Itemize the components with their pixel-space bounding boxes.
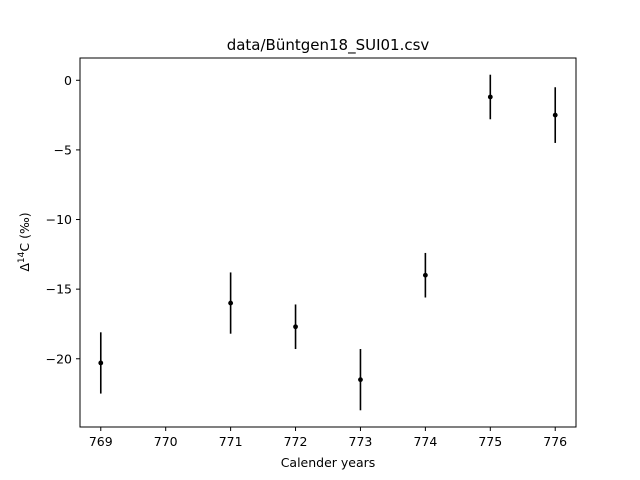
data-point <box>293 324 298 330</box>
y-tick-label: 0 <box>64 73 72 88</box>
x-tick-label: 776 <box>543 434 567 449</box>
chart-title: data/Büntgen18_SUI01.csv <box>227 36 430 55</box>
data-point <box>98 360 104 366</box>
y-axis-label-superscript: 14 <box>17 251 27 263</box>
data-point <box>552 112 558 118</box>
y-tick-label: −5 <box>54 142 72 157</box>
y-tick-label: −10 <box>46 212 72 227</box>
data-point <box>358 377 363 383</box>
data-point <box>422 272 428 278</box>
y-axis-label: Δ14C (‰) <box>17 212 32 271</box>
data-point <box>228 300 234 306</box>
plot-frame <box>79 57 577 428</box>
y-axis-label-delta: Δ <box>17 263 32 272</box>
y-axis-label-rest: C (‰) <box>17 212 32 251</box>
y-axis: 0 −5 −10 −15 −20 <box>46 73 80 366</box>
x-tick-label: 770 <box>154 434 178 449</box>
data-point <box>487 94 493 100</box>
x-tick-label: 769 <box>89 434 113 449</box>
x-axis: 769 770 771 772 773 774 775 776 <box>89 427 567 449</box>
x-tick-label: 773 <box>349 434 373 449</box>
y-tick-label: −20 <box>46 351 72 366</box>
x-tick-label: 771 <box>219 434 243 449</box>
x-tick-label: 774 <box>413 434 437 449</box>
x-tick-label: 772 <box>284 434 308 449</box>
x-axis-label: Calender years <box>281 455 376 470</box>
x-tick-label: 775 <box>478 434 502 449</box>
plot-area <box>98 74 558 411</box>
y-tick-label: −15 <box>46 282 72 297</box>
